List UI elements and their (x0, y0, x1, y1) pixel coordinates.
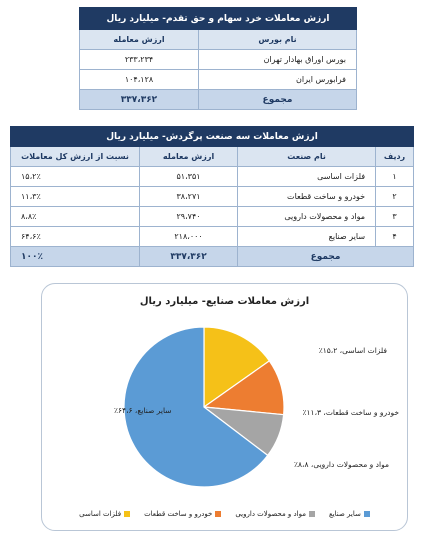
cell-share: ۶۴،۶٪ (9, 226, 141, 247)
col-header-value: ارزش معامله (79, 29, 199, 50)
cell-exchange-name: بورس اوراق بهادار تهران (198, 49, 357, 70)
legend-swatch-icon (124, 511, 131, 517)
legend-item: خودرو و ساخت قطعات (144, 508, 222, 520)
legend-swatch-icon (308, 511, 315, 517)
total-value: ۳۳۷،۳۶۲ (139, 246, 239, 267)
cell-trade-value: ۱۰۴،۱۲۸ (79, 69, 199, 90)
legend-swatch-icon (363, 511, 370, 517)
legend-swatch-icon (215, 511, 222, 517)
col-header-value: ارزش معامله (139, 146, 239, 167)
col-header-exchange: نام بورس (198, 29, 357, 50)
pie-chart-svg (123, 326, 285, 488)
legend-item: سایر صنایع (329, 508, 370, 520)
table-row: ۲ خودرو و ساخت قطعات ۳۸،۲۷۱ ۱۱،۳٪ (9, 186, 415, 207)
col-header-industry: نام صنعت (237, 146, 377, 167)
cell-trade-value: ۲۱۸،۰۰۰ (139, 226, 239, 247)
table-row: فرابورس ایران ۱۰۴،۱۲۸ (79, 69, 357, 90)
cell-trade-value: ۳۸،۲۷۱ (139, 186, 239, 207)
legend-item: فلزات اساسی (79, 508, 131, 520)
data-label-metals: فلزات اساسی، ۱۵،۲٪ (318, 346, 387, 355)
col-header-index: ردیف (375, 146, 415, 167)
legend-item: مواد و محصولات دارویی (235, 508, 315, 520)
table-row: بورس اوراق بهادار تهران ۲۳۳،۲۳۴ (79, 49, 357, 70)
table-row: ۱ فلزات اساسی ۵۱،۳۵۱ ۱۵،۲٪ (9, 166, 415, 187)
col-header-share: نسبت از ارزش کل معاملات (9, 146, 141, 167)
legend-label: سایر صنایع (328, 510, 361, 518)
cell-index: ۴ (375, 226, 415, 247)
cell-index: ۱ (375, 166, 415, 187)
cell-trade-value: ۲۳۳،۲۳۴ (79, 49, 199, 70)
cell-industry-name: خودرو و ساخت قطعات (237, 186, 377, 207)
total-value: ۳۳۷،۳۶۲ (79, 89, 199, 110)
table-title: ارزش معاملات سه صنعت پرگردش- میلیارد ریا… (9, 126, 415, 147)
legend-label: خودرو و ساخت قطعات (144, 510, 213, 518)
cell-share: ۸،۸٪ (9, 206, 141, 227)
pie-slice-other (123, 326, 269, 488)
total-share: ۱۰۰٪ (9, 246, 141, 267)
cell-share: ۱۱،۳٪ (9, 186, 141, 207)
cell-trade-value: ۵۱،۳۵۱ (139, 166, 239, 187)
cell-industry-name: سایر صنایع (237, 226, 377, 247)
data-label-other: سایر صنایع، ۶۴،۶٪ (114, 406, 172, 415)
cell-index: ۳ (375, 206, 415, 227)
chart-legend: سایر صنایع مواد و محصولات دارویی خودرو و… (48, 508, 401, 520)
pie-slice-metals (203, 326, 271, 409)
legend-label: فلزات اساسی (79, 510, 122, 518)
table-row: ۴ سایر صنایع ۲۱۸،۰۰۰ ۶۴،۶٪ (9, 226, 415, 247)
cell-industry-name: مواد و محصولات دارویی (237, 206, 377, 227)
industry-trades-table: ارزش معاملات سه صنعت پرگردش- میلیارد ریا… (9, 126, 415, 267)
chart-title: ارزش معاملات صنایع- میلیارد ریال (139, 296, 310, 307)
total-label: مجموع (198, 89, 357, 110)
total-row: مجموع ۳۳۷،۳۶۲ (79, 89, 357, 110)
exchange-trades-table: ارزش معاملات خرد سهام و حق تقدم- میلیارد… (79, 7, 357, 110)
data-label-auto: خودرو و ساخت قطعات، ۱۱،۳٪ (302, 408, 400, 417)
legend-label: مواد و محصولات دارویی (235, 510, 306, 518)
total-label: مجموع (237, 246, 415, 267)
table-title: ارزش معاملات خرد سهام و حق تقدم- میلیارد… (79, 7, 357, 30)
cell-exchange-name: فرابورس ایران (198, 69, 357, 90)
total-row: مجموع ۳۳۷،۳۶۲ ۱۰۰٪ (9, 246, 415, 267)
cell-share: ۱۵،۲٪ (9, 166, 141, 187)
cell-index: ۲ (375, 186, 415, 207)
cell-industry-name: فلزات اساسی (237, 166, 377, 187)
table-row: ۳ مواد و محصولات دارویی ۲۹،۷۴۰ ۸،۸٪ (9, 206, 415, 227)
industry-pie-chart: ارزش معاملات صنایع- میلیارد ریال فلزات ا… (41, 283, 408, 531)
data-label-pharma: مواد و محصولات دارویی، ۸،۸٪ (294, 460, 389, 469)
cell-trade-value: ۲۹،۷۴۰ (139, 206, 239, 227)
